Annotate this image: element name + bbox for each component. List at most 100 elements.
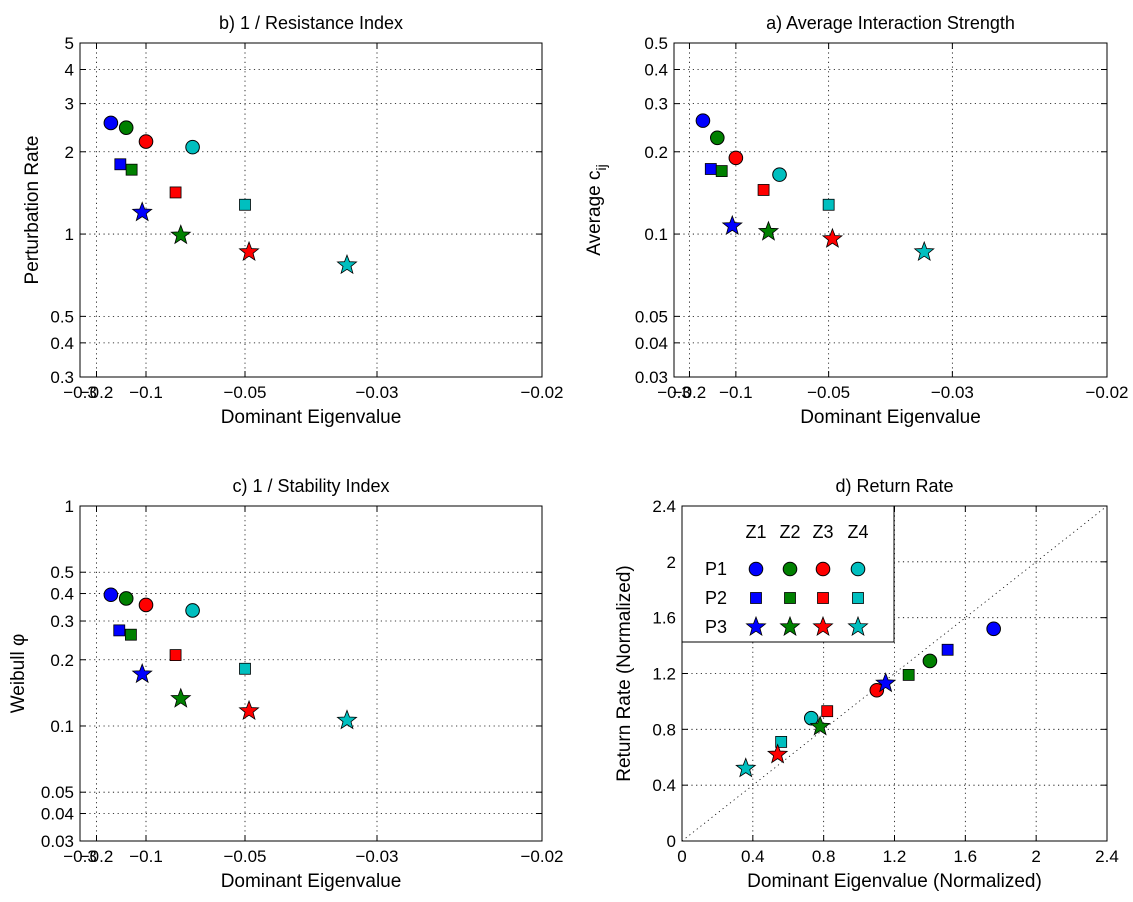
legend-marker-circle: [782, 561, 798, 577]
y-tick-label: 3: [65, 95, 74, 114]
data-point-star: [238, 240, 260, 261]
legend: Z1 Z2 Z3 Z4 P1 P2 P3: [681, 505, 895, 643]
data-point-square: [239, 198, 251, 211]
data-point-square: [775, 735, 788, 748]
y-axis-label-text: Average c: [584, 171, 605, 256]
data-point-star: [875, 672, 897, 693]
data-point-square: [239, 662, 251, 675]
legend-row-label: P3: [705, 617, 727, 637]
legend-marker-square: [784, 592, 796, 604]
y-axis-label-text: Return Rate (Normalized): [614, 565, 635, 781]
y-tick-label: 2: [65, 143, 74, 162]
x-tick-label: −0.02: [1085, 383, 1128, 402]
data-point-circle: [803, 710, 819, 726]
x-tick-label: −0.03: [355, 383, 398, 402]
chart-title: a) Average Interaction Strength: [766, 13, 1015, 33]
data-point-square: [821, 705, 834, 718]
x-tick-label: −0.2: [80, 383, 114, 402]
data-point-circle: [695, 113, 711, 128]
chart-panel-c: −0.3−0.2 −0.1 −0.05 −0.03 −0.02 0.03 0.04 0.05 0…: [8, 476, 564, 892]
data-point-square: [902, 668, 915, 681]
data-point-circle: [185, 139, 200, 155]
x-tick-label: 0.8: [812, 847, 836, 866]
chart-title: d) Return Rate: [835, 476, 953, 496]
data-point-square: [715, 165, 728, 177]
data-point-star: [131, 663, 153, 684]
y-tick-label: 0.04: [41, 805, 74, 824]
data-point-circle: [869, 682, 885, 698]
y-tick-label: 1: [65, 225, 74, 244]
x-tick-label: −0.02: [520, 383, 563, 402]
x-axis-label: Dominant Eigenvalue (Normalized): [747, 871, 1042, 892]
x-tick-label: −0.1: [719, 383, 753, 402]
y-tick-label: 0.4: [50, 334, 74, 353]
x-axis-label: Dominant Eigenvalue: [800, 407, 981, 428]
y-tick-label: 0.2: [644, 143, 668, 162]
plot-area-frame: [79, 42, 543, 378]
y-tick-label: 0.5: [50, 563, 74, 582]
data-point-circle: [138, 134, 154, 149]
plot-area-frame: [79, 505, 543, 842]
plot-area-frame: [673, 42, 1108, 378]
y-tick-label: 1: [65, 497, 74, 516]
y-axis-label: Average cij: [584, 164, 609, 255]
y-tick-label: 4: [65, 60, 74, 79]
data-point-star: [131, 201, 153, 222]
y-tick-label: 0.1: [50, 717, 74, 736]
x-tick-label: −0.2: [673, 383, 707, 402]
data-point-star: [238, 699, 260, 720]
x-axis-label: Dominant Eigenvalue: [221, 407, 402, 428]
y-tick-label: 0.04: [635, 334, 668, 353]
data-point-star: [336, 709, 358, 730]
x-tick-label: −0.05: [807, 383, 850, 402]
x-tick-label: −0.03: [355, 847, 398, 866]
chart-panel-a: −0.3−0.2 −0.1 −0.05 −0.03 −0.02 0.03 0.04 0.05 0…: [584, 13, 1129, 428]
y-axis-label: Return Rate (Normalized): [614, 565, 635, 781]
y-tick-label: 1.2: [652, 665, 676, 684]
chart-panel-b: −0.3−0.2 −0.1 −0.05 −0.03 −0.02 0.3 0.4 0.5 1 2 3 4…: [22, 13, 564, 428]
x-tick-label: −0.3: [657, 383, 691, 402]
legend-marker-square: [817, 592, 829, 604]
x-tick-label: −0.02: [520, 847, 563, 866]
y-tick-label: 0.03: [41, 832, 74, 851]
y-axis-label-text: Perturbation Rate: [22, 136, 43, 285]
data-point-star: [821, 227, 844, 248]
data-point-star: [757, 220, 780, 241]
y-tick-label: 0.03: [635, 368, 668, 387]
y-tick-label: 0.2: [50, 651, 74, 670]
data-point-square: [124, 628, 137, 641]
y-tick-label: 0.4: [652, 776, 676, 795]
chart-panel-d: 0 0.4 0.8 1.2 1.6 2 2.4 0 0.4 0.8 1.2 1.6 2 2.4 d) Ret…: [614, 476, 1119, 892]
x-axis-label: Dominant Eigenvalue: [221, 871, 402, 892]
legend-column-header: Z4: [847, 522, 868, 542]
data-point-circle: [118, 591, 134, 606]
data-point-star: [735, 757, 757, 778]
legend-marker-star: [779, 615, 801, 637]
legend-marker-star: [745, 615, 767, 637]
data-point-star: [336, 253, 358, 275]
data-point-square: [822, 198, 835, 211]
y-tick-label: 0.3: [50, 612, 74, 631]
y-axis-label-text: Weibull φ: [8, 634, 29, 714]
x-tick-label: −0.03: [931, 383, 974, 402]
x-tick-label: 0: [677, 847, 686, 866]
data-point-circle: [986, 621, 1001, 637]
y-tick-label: 0.05: [635, 307, 668, 326]
data-point-square: [114, 158, 127, 171]
legend-column-header: Z2: [779, 522, 800, 542]
y-axis-label: Weibull φ: [8, 634, 29, 714]
x-tick-label: −0.3: [63, 383, 97, 402]
x-tick-label: −0.1: [129, 383, 163, 402]
data-point-square: [757, 184, 770, 196]
legend-marker-circle: [850, 561, 866, 577]
y-tick-label: 0.4: [50, 585, 74, 604]
y-tick-label: 5: [65, 34, 74, 53]
y-tick-label: 0.5: [50, 307, 74, 326]
y-tick-label: 0.1: [644, 225, 668, 244]
data-point-circle: [728, 150, 744, 166]
data-point-circle: [118, 120, 134, 135]
x-tick-label: 2: [1031, 847, 1040, 866]
x-tick-label: −0.2: [80, 847, 114, 866]
chart-title: b) 1 / Resistance Index: [219, 13, 403, 33]
data-point-star: [721, 214, 743, 236]
